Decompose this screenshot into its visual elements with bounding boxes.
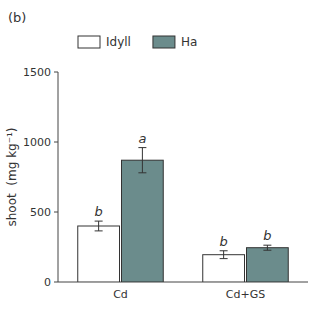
- error-cap: [95, 230, 103, 231]
- error-cap: [220, 250, 228, 251]
- error-line: [223, 251, 224, 259]
- y-axis: [58, 72, 59, 282]
- error-cap: [263, 245, 271, 246]
- annotation: b: [263, 228, 271, 243]
- error-line: [98, 221, 99, 231]
- y-label: shoot (mg kg⁻¹): [5, 127, 19, 226]
- legend-label: Idyll: [106, 35, 131, 49]
- error-line: [142, 148, 143, 173]
- error-cap: [263, 250, 271, 251]
- y-tick: [54, 212, 58, 213]
- error-cap: [95, 221, 103, 222]
- x-tick-label: Cd+GS: [226, 288, 265, 301]
- error-line: [267, 245, 268, 250]
- error-bar: [138, 148, 146, 173]
- bars: [78, 148, 289, 282]
- legend-swatch: [78, 36, 100, 48]
- error-cap: [220, 258, 228, 259]
- x-tick-label: Cd: [113, 288, 128, 301]
- error-cap: [138, 147, 146, 148]
- error-bar: [263, 245, 271, 250]
- legend-label: Ha: [181, 35, 197, 49]
- annotation: b: [94, 204, 102, 219]
- annotation: b: [219, 234, 227, 249]
- y-tick-label: 1500: [23, 66, 51, 79]
- chart: 0 500 1000 1500 Cd Cd+GS b a b b shoot (mg kg⁻¹) (b…: [0, 0, 320, 320]
- bar: [78, 226, 120, 282]
- bar: [122, 160, 164, 282]
- y-tick: [54, 282, 58, 283]
- error-cap: [138, 172, 146, 173]
- legend: Idyll Ha: [78, 35, 197, 49]
- bar: [247, 248, 289, 282]
- annotation: a: [138, 131, 146, 146]
- error-bar: [95, 221, 103, 231]
- legend-swatch: [153, 36, 175, 48]
- y-tick-label: 0: [44, 276, 51, 289]
- title: (b): [8, 10, 26, 25]
- y-tick: [54, 72, 58, 73]
- error-bar: [220, 251, 228, 259]
- y-tick: [54, 142, 58, 143]
- y-tick-label: 500: [30, 206, 51, 219]
- y-tick-label: 1000: [23, 136, 51, 149]
- bar: [203, 255, 245, 282]
